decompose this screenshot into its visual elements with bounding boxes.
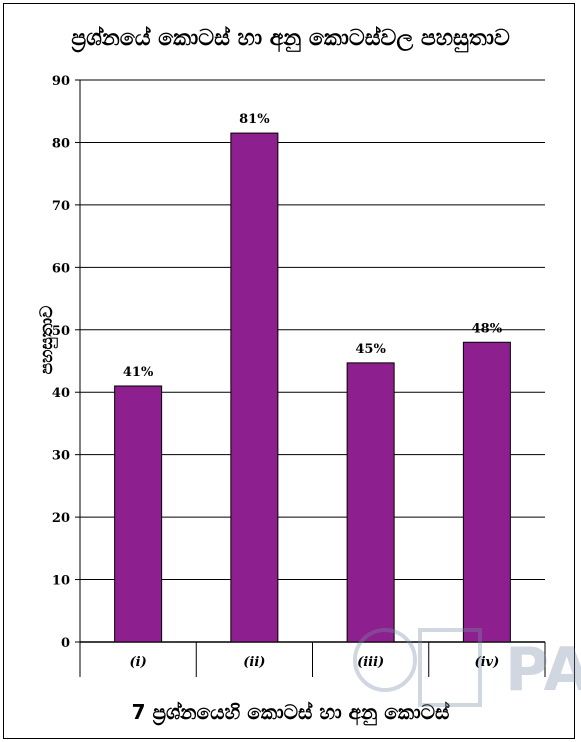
y-tick-label: 60 <box>52 261 70 276</box>
y-tick-label: 70 <box>52 199 70 214</box>
x-tick-label: (i) <box>130 655 147 670</box>
y-tick-label: 20 <box>52 511 70 526</box>
y-tick-label: 0 <box>61 636 70 651</box>
y-tick-label: 50 <box>52 324 70 339</box>
y-tick-label: 40 <box>52 386 70 401</box>
y-tick-label: 30 <box>52 449 70 464</box>
watermark: PAS <box>340 610 581 742</box>
x-tick-label: (iv) <box>474 655 499 670</box>
x-tick-label: (ii) <box>243 655 265 670</box>
data-label: 81% <box>239 112 270 127</box>
bar <box>346 362 395 643</box>
x-axis-label: 7 ප්‍රශ්නයෙහි කොටස් හා අනු කොටස් <box>131 700 450 724</box>
data-label: 41% <box>123 365 154 380</box>
y-tick-label: 90 <box>52 74 70 89</box>
watermark-clock-icon <box>353 628 417 692</box>
x-tick-label: (iii) <box>357 655 384 670</box>
chart-title: ප්‍රශ්නයේ කොටස් හා අනු කොටස්වල පහසුතාව <box>71 26 510 51</box>
watermark-document-icon <box>418 628 482 707</box>
data-label: 45% <box>355 342 386 357</box>
chart-frame <box>3 3 575 739</box>
y-tick-label: 10 <box>52 574 70 589</box>
y-tick-label: 80 <box>52 136 70 151</box>
bar <box>462 341 511 643</box>
bar <box>230 132 279 643</box>
bar <box>114 385 163 643</box>
data-label: 48% <box>472 321 503 336</box>
watermark-text: PAS <box>505 635 581 705</box>
